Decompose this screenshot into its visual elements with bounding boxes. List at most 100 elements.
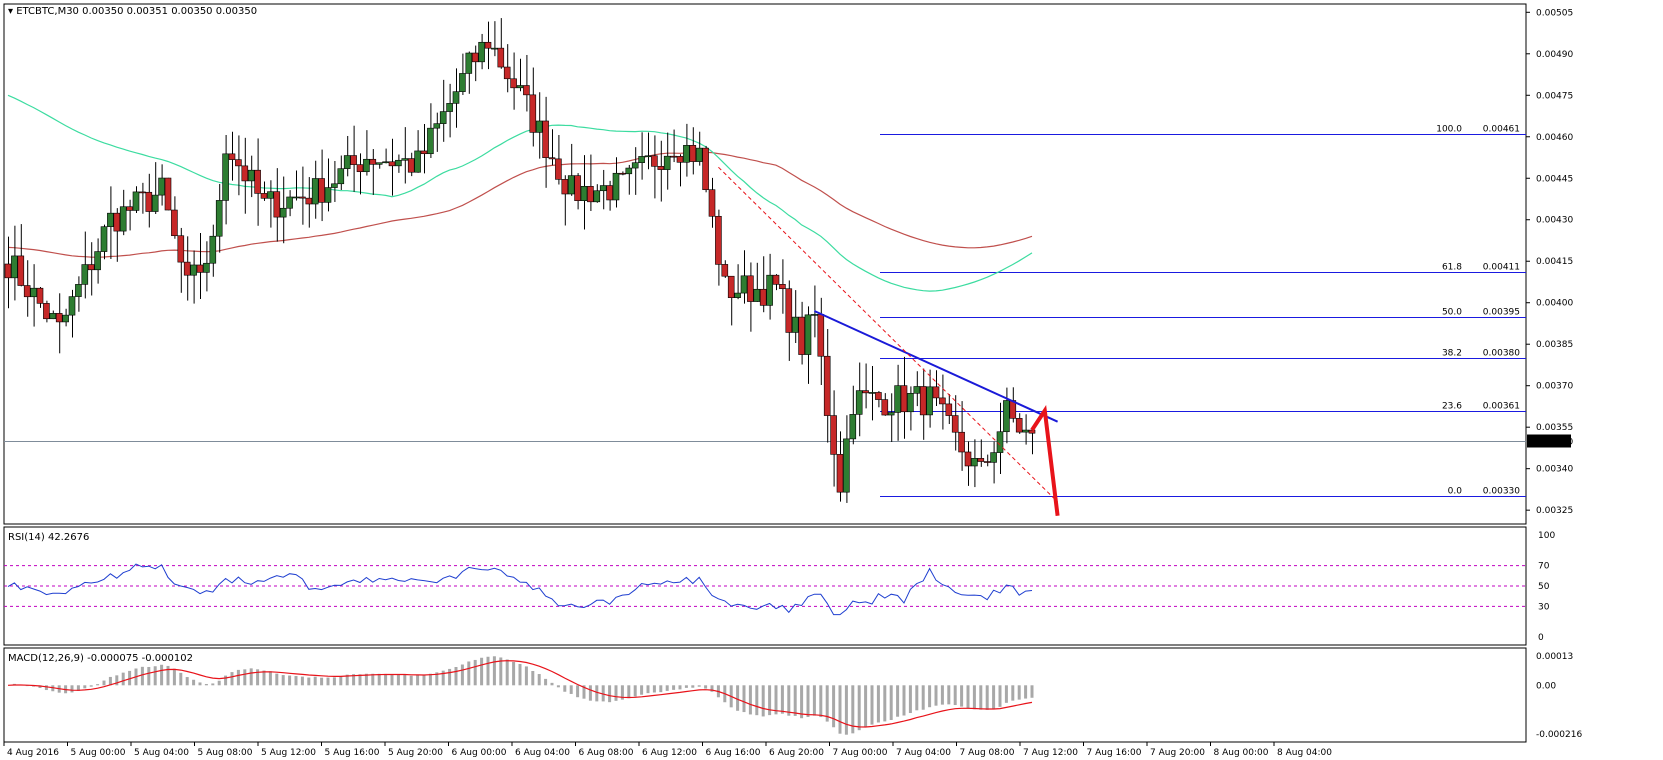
candle xyxy=(644,132,652,170)
candle-body xyxy=(491,47,498,50)
candle-body xyxy=(420,150,428,155)
candle-body xyxy=(311,178,319,205)
fib-price-label: 0.00461 xyxy=(1483,125,1520,135)
candle-body xyxy=(503,66,511,80)
candle xyxy=(695,131,703,166)
candle xyxy=(907,386,914,431)
axes: 0.005050.004900.004750.004600.004450.004… xyxy=(3,8,1582,758)
candle-body xyxy=(49,313,57,320)
price-tick-label: 0.00475 xyxy=(1536,91,1573,101)
time-tick-label: 8 Aug 04:00 xyxy=(1277,748,1332,758)
time-tick-label: 6 Aug 20:00 xyxy=(769,748,824,758)
candle-body xyxy=(4,263,12,279)
candle xyxy=(663,132,671,190)
candle-body xyxy=(638,156,645,164)
candle xyxy=(817,297,825,386)
candle-body xyxy=(1015,418,1023,433)
candle xyxy=(567,143,575,196)
candle xyxy=(657,140,665,202)
fibonacci-levels: 100.0 0.00461 61.8 0.00411 50.0 0.00395 38.2 0.… xyxy=(4,125,1526,497)
time-tick-label: 6 Aug 16:00 xyxy=(706,748,761,758)
time-tick-label: 6 Aug 04:00 xyxy=(515,748,570,758)
candle xyxy=(804,306,812,384)
candle-body xyxy=(695,147,703,162)
candle-body xyxy=(555,158,562,180)
candle-body xyxy=(471,52,479,63)
time-tick-label: 6 Aug 08:00 xyxy=(579,748,634,758)
candle xyxy=(420,123,428,174)
candle xyxy=(311,160,319,219)
candle-body xyxy=(158,177,165,196)
candle-body xyxy=(753,288,761,302)
fib-price-label: 0.00361 xyxy=(1483,402,1520,412)
candle xyxy=(87,242,95,296)
dropdown-triangle-icon: ▾ xyxy=(8,6,16,17)
candle-body xyxy=(702,147,709,190)
fib-price-label: 0.00411 xyxy=(1483,263,1520,273)
candle-body xyxy=(43,303,50,320)
candle xyxy=(529,67,537,147)
candle-body xyxy=(388,161,396,167)
candle-body xyxy=(171,209,178,237)
candle-body xyxy=(196,264,204,273)
candle-body xyxy=(958,431,965,453)
rsi-tick-label: 30 xyxy=(1538,602,1550,612)
candle-body xyxy=(279,207,287,218)
candle-body xyxy=(292,196,300,199)
candle xyxy=(580,155,588,230)
candle xyxy=(574,173,581,210)
candle xyxy=(894,364,901,441)
candle-body xyxy=(708,189,716,217)
candle-body xyxy=(254,169,261,194)
candle-body xyxy=(356,164,364,173)
candle-body xyxy=(100,226,108,252)
price-tick-label: 0.00400 xyxy=(1536,299,1573,309)
candle xyxy=(977,439,985,467)
candle-body xyxy=(734,292,741,298)
candle-body xyxy=(907,392,914,413)
candle xyxy=(183,236,191,301)
candle xyxy=(94,238,101,284)
candle-body xyxy=(183,261,191,276)
candle xyxy=(279,176,287,244)
candle-body xyxy=(369,158,377,165)
candle xyxy=(919,368,927,440)
candle xyxy=(113,208,121,262)
candle xyxy=(1028,427,1036,455)
candle xyxy=(452,68,460,128)
candle xyxy=(516,58,524,92)
fib-level-label: 50.0 xyxy=(1442,308,1462,318)
candle-body xyxy=(798,316,805,355)
candle xyxy=(548,129,556,166)
candle-body xyxy=(740,275,748,294)
current-price-box xyxy=(1527,434,1571,448)
candle-body xyxy=(119,206,127,232)
candle xyxy=(55,293,63,354)
candle-body xyxy=(139,191,146,194)
time-tick-label: 6 Aug 12:00 xyxy=(642,748,697,758)
rsi-tick-label: 100 xyxy=(1538,531,1555,541)
candle xyxy=(721,260,729,278)
candle xyxy=(49,310,57,320)
candle-body xyxy=(881,399,889,416)
candle-body xyxy=(919,386,927,416)
candle xyxy=(363,130,370,176)
candle xyxy=(151,162,159,215)
candle xyxy=(670,129,677,163)
candle-body xyxy=(343,155,351,169)
candle xyxy=(299,166,306,225)
candle xyxy=(401,127,409,184)
time-tick-label: 7 Aug 00:00 xyxy=(833,748,888,758)
macd-tick-label: 0.00 xyxy=(1536,681,1556,691)
candle-body xyxy=(894,385,901,413)
candle xyxy=(503,44,511,93)
candle-body xyxy=(228,153,236,160)
price-tick-label: 0.00370 xyxy=(1536,382,1573,392)
candle-body xyxy=(542,120,549,158)
candle-body xyxy=(427,127,434,155)
candle-body xyxy=(529,94,537,133)
candle-body xyxy=(747,275,754,302)
candle xyxy=(337,155,345,190)
price-tick-label: 0.00490 xyxy=(1536,50,1573,60)
